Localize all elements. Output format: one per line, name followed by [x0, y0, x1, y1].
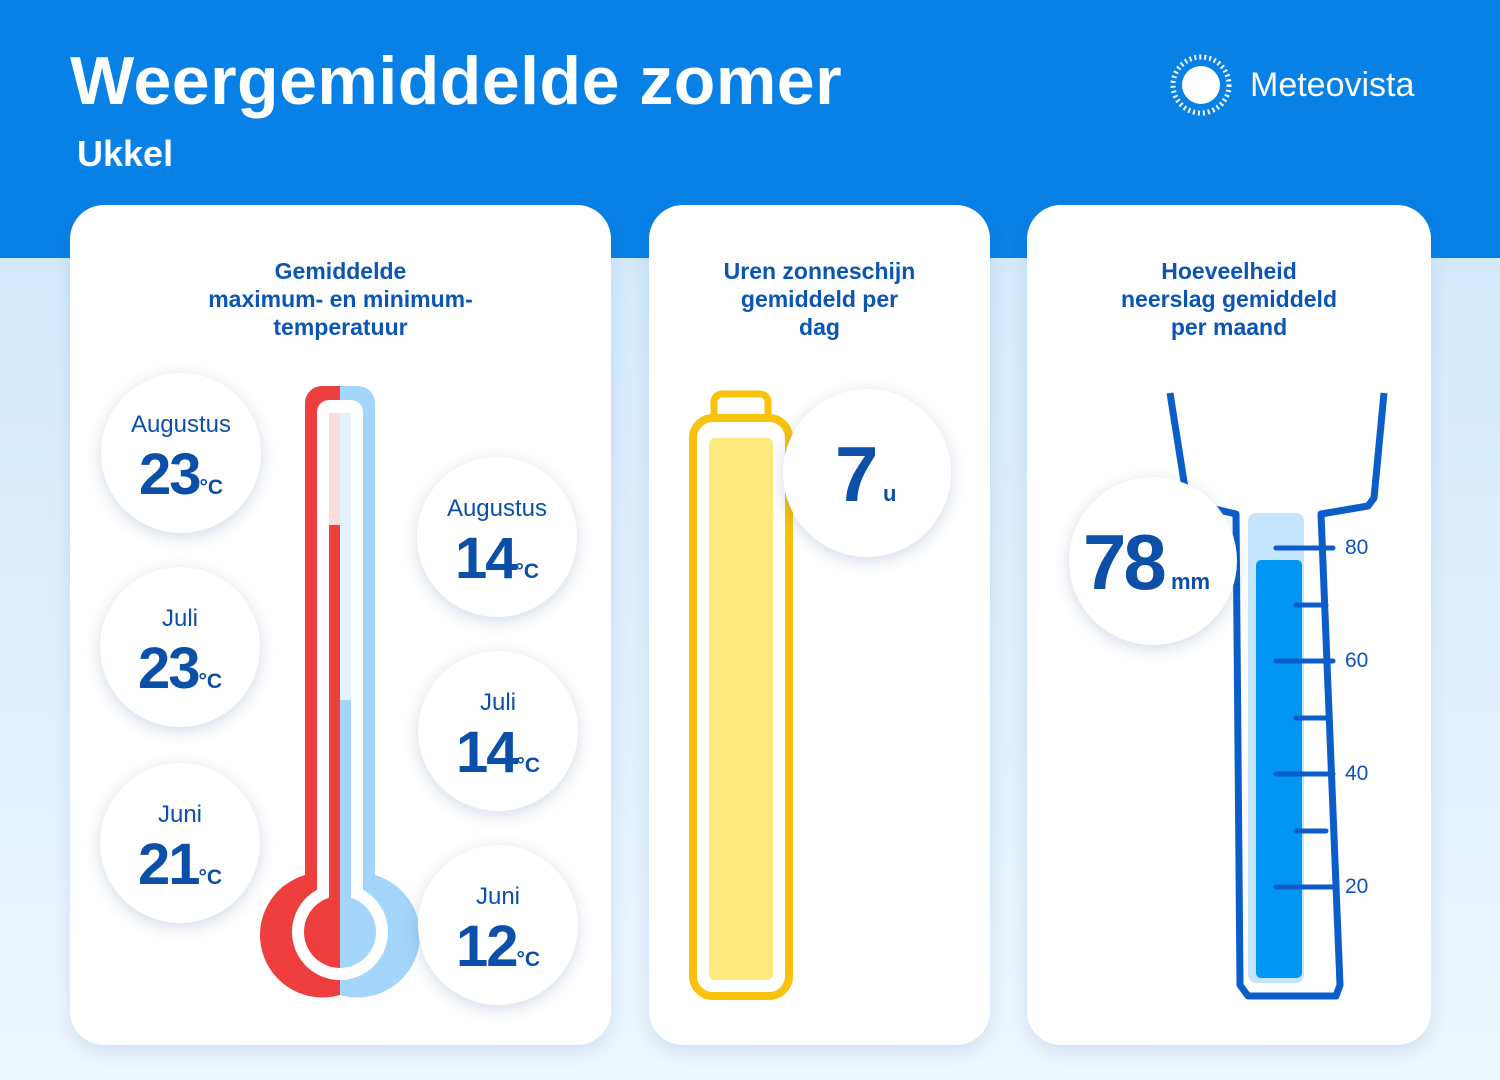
title-line: Hoeveelheid	[1161, 258, 1297, 284]
temp-number: 21	[137, 832, 200, 897]
sunshine-value-bubble: 7 u	[783, 389, 951, 557]
max-temp-value: 21°C	[100, 833, 260, 910]
temp-number: 23	[138, 442, 201, 507]
sunshine-card-title: Uren zonneschijn gemiddeld per dag	[649, 257, 990, 341]
rain-value: 78	[1083, 518, 1167, 606]
battery-icon	[689, 390, 793, 1000]
month-label: Juli	[161, 605, 198, 632]
sunshine-unit: u	[883, 481, 897, 506]
brand-name: Meteovista	[1250, 66, 1415, 104]
title-line: Uren zonneschijn	[723, 258, 916, 284]
gauge-tick-label: 40	[1345, 762, 1369, 785]
month-label: Augustus	[130, 411, 232, 438]
min-temp-value: 14°C	[418, 721, 578, 798]
gauge-tick-label: 20	[1345, 875, 1369, 898]
month-label: Juni	[157, 801, 203, 828]
rain-card-title: Hoeveelheid neerslag gemiddeld per maand	[1027, 257, 1431, 341]
temp-number: 14	[455, 720, 518, 785]
temp-number: 12	[455, 914, 518, 979]
max-temp-value: 23°C	[101, 443, 261, 520]
max-temp-value: 23°C	[100, 637, 260, 714]
page-title: Weergemiddelde zomer	[70, 43, 843, 119]
month-label: Juni	[475, 883, 521, 910]
location-subtitle: Ukkel	[77, 133, 174, 174]
title-line: per maand	[1170, 314, 1288, 340]
min-temp-bubble-juni: Juni 12°C	[418, 845, 578, 1005]
temperature-card-title: Gemiddelde maximum- en minimum- temperat…	[70, 257, 611, 341]
rain-value-bubble: 78 mm	[1069, 477, 1237, 645]
min-temp-value: 14°C	[417, 527, 577, 604]
temp-unit: °C	[516, 754, 541, 777]
title-line: maximum- en minimum-	[208, 286, 473, 312]
title-line: temperatuur	[273, 314, 408, 340]
thermometer-icon	[259, 386, 420, 998]
title-line: gemiddeld per	[740, 286, 899, 312]
rain-gauge-icon	[1166, 392, 1388, 1000]
temp-unit: °C	[516, 948, 541, 971]
sunshine-value: 7	[835, 430, 879, 518]
min-temp-bubble-juli: Juli 14°C	[418, 651, 578, 811]
rain-card: Hoeveelheid neerslag gemiddeld per maand	[1027, 205, 1431, 1045]
sun-icon	[1170, 54, 1232, 116]
temp-number: 14	[454, 526, 517, 591]
month-label: Juli	[479, 689, 516, 716]
temp-number: 23	[137, 636, 200, 701]
temp-unit: °C	[198, 670, 223, 693]
max-temp-bubble-augustus: Augustus 23°C	[101, 373, 261, 533]
brand-logo: Meteovista	[1168, 50, 1448, 120]
max-temp-bubble-juli: Juli 23°C	[100, 567, 260, 727]
temp-unit: °C	[198, 866, 223, 889]
gauge-tick-label: 80	[1345, 536, 1369, 559]
month-label: Augustus	[446, 495, 548, 522]
rain-unit: mm	[1171, 569, 1211, 594]
title-line: neerslag gemiddeld	[1120, 286, 1337, 312]
gauge-tick-label: 60	[1345, 649, 1369, 672]
title-line: Gemiddelde	[274, 258, 407, 284]
min-temp-bubble-augustus: Augustus 14°C	[417, 457, 577, 617]
max-temp-bubble-juni: Juni 21°C	[100, 763, 260, 923]
min-temp-value: 12°C	[418, 915, 578, 992]
temp-unit: °C	[199, 476, 224, 499]
title-line: dag	[799, 314, 840, 340]
temp-unit: °C	[515, 560, 540, 583]
